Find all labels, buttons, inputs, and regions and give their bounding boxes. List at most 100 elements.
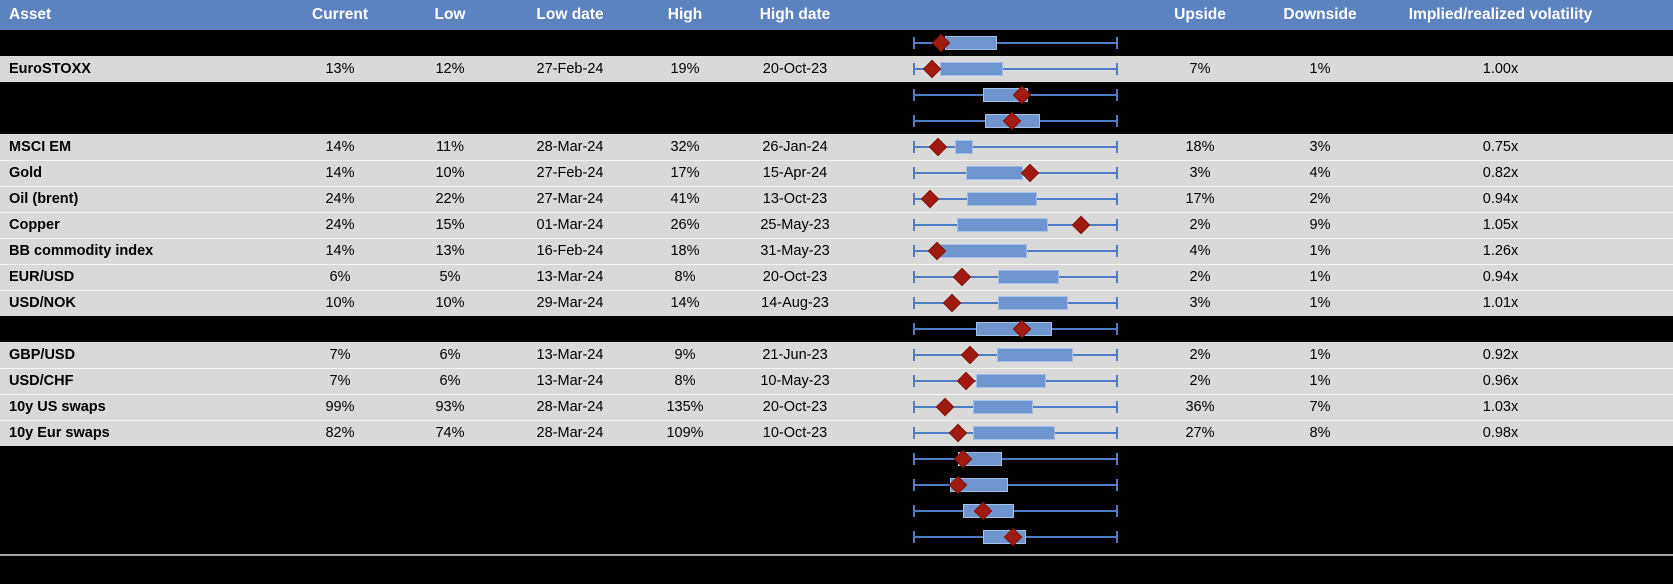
col-header-low[interactable]: Low: [434, 6, 466, 23]
current-cell[interactable]: 7%: [329, 373, 351, 389]
col-header-downside[interactable]: Downside: [1283, 6, 1357, 23]
downside-cell[interactable]: 1%: [1309, 347, 1331, 363]
high-cell[interactable]: 135%: [666, 399, 704, 415]
high-date-cell[interactable]: 25-May-23: [760, 217, 830, 233]
high-date-cell[interactable]: 20-Oct-23: [762, 269, 828, 285]
low-cell[interactable]: 10%: [435, 165, 465, 181]
low-date-cell[interactable]: 29-Mar-24: [536, 295, 604, 311]
upside-cell[interactable]: 4%: [1189, 243, 1211, 259]
high-date-cell[interactable]: 10-May-23: [760, 373, 830, 389]
col-header-asset[interactable]: Asset: [9, 6, 52, 23]
downside-cell[interactable]: 1%: [1309, 61, 1331, 77]
low-date-cell[interactable]: 27-Mar-24: [536, 191, 604, 207]
low-date-cell[interactable]: 28-Mar-24: [536, 139, 604, 155]
downside-cell[interactable]: 9%: [1309, 217, 1331, 233]
asset-name-cell[interactable]: USD/CHF: [9, 373, 74, 389]
col-header-low-date[interactable]: Low date: [536, 6, 604, 23]
high-date-cell[interactable]: 20-Oct-23: [762, 61, 828, 77]
low-date-cell[interactable]: 27-Feb-24: [536, 61, 604, 77]
asset-name-cell[interactable]: MSCI EM: [9, 139, 72, 155]
low-cell[interactable]: 74%: [435, 425, 465, 441]
high-date-cell[interactable]: 15-Apr-24: [762, 165, 828, 181]
downside-cell[interactable]: 1%: [1309, 269, 1331, 285]
low-date-cell[interactable]: 01-Mar-24: [536, 217, 604, 233]
high-date-cell[interactable]: 31-May-23: [760, 243, 830, 259]
upside-cell[interactable]: 3%: [1189, 165, 1211, 181]
asset-name-cell[interactable]: BB commodity index: [9, 243, 154, 259]
high-date-cell[interactable]: 14-Aug-23: [761, 295, 829, 311]
high-cell[interactable]: 8%: [674, 269, 696, 285]
upside-cell[interactable]: 27%: [1185, 425, 1215, 441]
downside-cell[interactable]: 2%: [1309, 191, 1331, 207]
upside-cell[interactable]: 2%: [1189, 217, 1211, 233]
low-cell[interactable]: 22%: [435, 191, 465, 207]
col-header-high[interactable]: High: [667, 6, 703, 23]
current-cell[interactable]: 7%: [329, 347, 351, 363]
low-date-cell[interactable]: 28-Mar-24: [536, 425, 604, 441]
high-date-cell[interactable]: 10-Oct-23: [762, 425, 828, 441]
asset-name-cell[interactable]: Oil (brent): [9, 191, 79, 207]
high-cell[interactable]: 9%: [674, 347, 696, 363]
high-cell[interactable]: 26%: [670, 217, 700, 233]
current-cell[interactable]: 82%: [325, 425, 355, 441]
current-cell[interactable]: 24%: [325, 191, 355, 207]
upside-cell[interactable]: 3%: [1189, 295, 1211, 311]
upside-cell[interactable]: 2%: [1189, 269, 1211, 285]
current-cell[interactable]: 10%: [325, 295, 355, 311]
high-cell[interactable]: 18%: [670, 243, 700, 259]
col-header-current[interactable]: Current: [312, 6, 368, 23]
downside-cell[interactable]: 1%: [1309, 243, 1331, 259]
low-date-cell[interactable]: 13-Mar-24: [536, 269, 604, 285]
current-cell[interactable]: 14%: [325, 165, 355, 181]
implied-realized-cell[interactable]: 0.92x: [1482, 347, 1519, 363]
high-date-cell[interactable]: 20-Oct-23: [762, 399, 828, 415]
downside-cell[interactable]: 8%: [1309, 425, 1331, 441]
asset-name-cell[interactable]: EuroSTOXX: [9, 61, 91, 77]
current-cell[interactable]: 14%: [325, 243, 355, 259]
upside-cell[interactable]: 7%: [1189, 61, 1211, 77]
high-cell[interactable]: 32%: [670, 139, 700, 155]
low-cell[interactable]: 5%: [439, 269, 461, 285]
asset-name-cell[interactable]: USD/NOK: [9, 295, 76, 311]
col-header-implied-realized-volatility[interactable]: Implied/realized volatility: [1408, 6, 1593, 23]
high-cell[interactable]: 19%: [670, 61, 700, 77]
low-cell[interactable]: 13%: [435, 243, 465, 259]
asset-name-cell[interactable]: 10y US swaps: [9, 399, 106, 415]
asset-name-cell[interactable]: EUR/USD: [9, 269, 75, 285]
low-date-cell[interactable]: 16-Feb-24: [536, 243, 604, 259]
low-cell[interactable]: 15%: [435, 217, 465, 233]
implied-realized-cell[interactable]: 1.01x: [1482, 295, 1519, 311]
implied-realized-cell[interactable]: 1.03x: [1482, 399, 1519, 415]
current-cell[interactable]: 99%: [325, 399, 355, 415]
low-date-cell[interactable]: 13-Mar-24: [536, 373, 604, 389]
implied-realized-cell[interactable]: 0.94x: [1482, 191, 1519, 207]
low-date-cell[interactable]: 27-Feb-24: [536, 165, 604, 181]
current-cell[interactable]: 24%: [325, 217, 355, 233]
asset-name-cell[interactable]: Copper: [9, 217, 60, 233]
low-cell[interactable]: 6%: [439, 373, 461, 389]
col-header-upside[interactable]: Upside: [1174, 6, 1226, 23]
downside-cell[interactable]: 3%: [1309, 139, 1331, 155]
current-cell[interactable]: 6%: [329, 269, 351, 285]
high-cell[interactable]: 17%: [670, 165, 700, 181]
high-date-cell[interactable]: 13-Oct-23: [762, 191, 828, 207]
current-cell[interactable]: 13%: [325, 61, 355, 77]
current-cell[interactable]: 14%: [325, 139, 355, 155]
implied-realized-cell[interactable]: 0.82x: [1482, 165, 1519, 181]
downside-cell[interactable]: 4%: [1309, 165, 1331, 181]
high-cell[interactable]: 8%: [674, 373, 696, 389]
downside-cell[interactable]: 1%: [1309, 373, 1331, 389]
low-cell[interactable]: 11%: [436, 139, 464, 155]
low-cell[interactable]: 93%: [435, 399, 465, 415]
implied-realized-cell[interactable]: 1.05x: [1482, 217, 1519, 233]
upside-cell[interactable]: 2%: [1189, 373, 1211, 389]
implied-realized-cell[interactable]: 0.96x: [1482, 373, 1519, 389]
low-cell[interactable]: 10%: [435, 295, 465, 311]
upside-cell[interactable]: 36%: [1185, 399, 1215, 415]
high-cell[interactable]: 14%: [670, 295, 700, 311]
downside-cell[interactable]: 1%: [1309, 295, 1331, 311]
implied-realized-cell[interactable]: 0.75x: [1482, 139, 1519, 155]
low-cell[interactable]: 6%: [439, 347, 461, 363]
asset-name-cell[interactable]: Gold: [9, 165, 43, 181]
implied-realized-cell[interactable]: 0.94x: [1482, 269, 1519, 285]
